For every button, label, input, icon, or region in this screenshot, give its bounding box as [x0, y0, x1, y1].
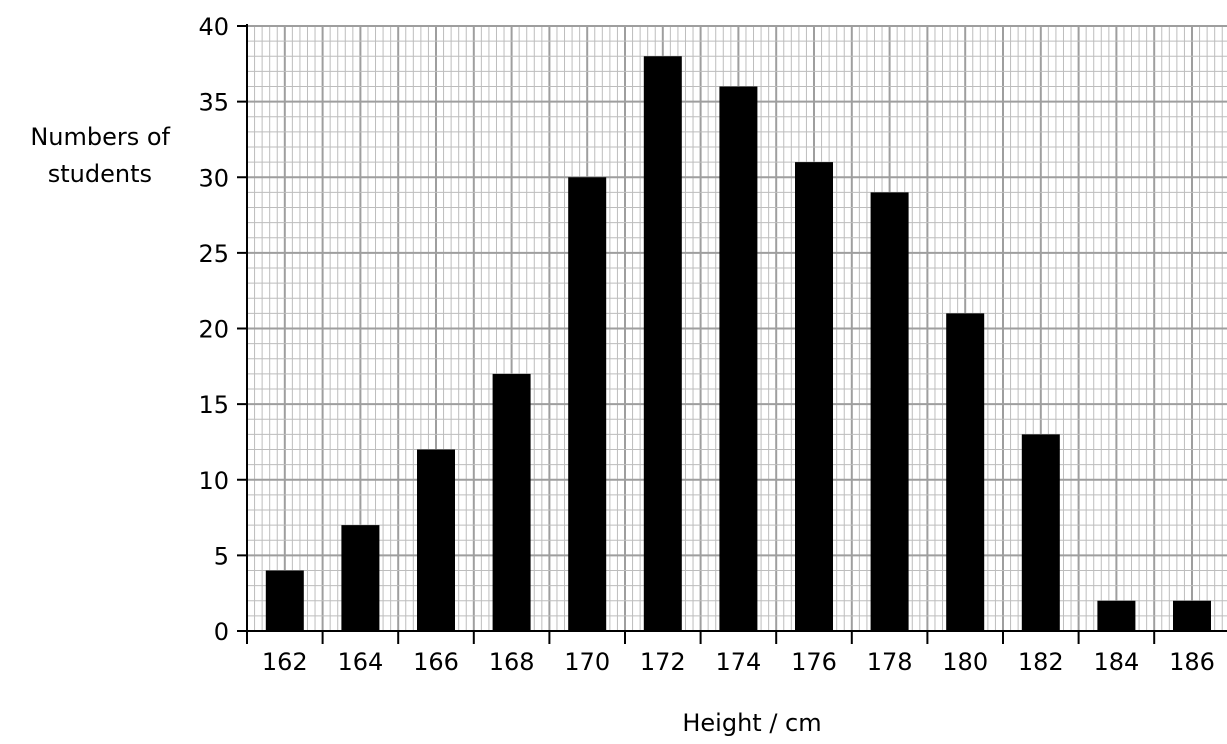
- x-tick-label-172: 172: [640, 648, 686, 676]
- y-tick-label-15: 15: [198, 391, 229, 419]
- x-tick-labels: 162 164 166 168 170 172 174 176 178 180 182 184 186: [262, 648, 1215, 676]
- y-axis-label-line-1: Numbers of: [30, 123, 170, 151]
- x-tick-label-186: 186: [1169, 648, 1215, 676]
- y-tick-label-40: 40: [198, 13, 229, 41]
- x-tick-label-184: 184: [1093, 648, 1139, 676]
- bar-178: [870, 192, 909, 631]
- y-tick-label-30: 30: [198, 164, 229, 192]
- y-tick-label-10: 10: [198, 467, 229, 495]
- y-tick-label-25: 25: [198, 240, 229, 268]
- x-tick-label-170: 170: [564, 648, 610, 676]
- axes: [237, 24, 1227, 644]
- bar-168: [492, 373, 531, 631]
- x-tick-label-180: 180: [942, 648, 988, 676]
- bar-186: [1173, 600, 1211, 631]
- bar-182: [1021, 434, 1060, 631]
- x-axis-label: Height / cm: [682, 709, 821, 737]
- bar-176: [795, 162, 833, 631]
- x-tick-label-178: 178: [867, 648, 913, 676]
- y-tick-labels: 0 5 10 15 20 25 30 35 40: [198, 13, 229, 646]
- bar-162: [265, 570, 304, 631]
- y-tick-label-0: 0: [214, 618, 229, 646]
- y-tick-label-35: 35: [198, 89, 229, 117]
- x-tick-label-168: 168: [489, 648, 535, 676]
- bar-170: [568, 177, 607, 631]
- bar-184: [1097, 600, 1136, 631]
- bar-174: [719, 86, 758, 631]
- x-tick-label-166: 166: [413, 648, 459, 676]
- y-axis-label-line-2: students: [48, 160, 152, 188]
- x-tick-label-176: 176: [791, 648, 837, 676]
- x-tick-label-164: 164: [337, 648, 383, 676]
- x-tick-label-182: 182: [1018, 648, 1064, 676]
- bars: [265, 56, 1211, 631]
- y-tick-label-5: 5: [214, 542, 229, 570]
- bar-164: [341, 525, 380, 631]
- bar-172: [643, 56, 682, 631]
- x-tick-label-162: 162: [262, 648, 308, 676]
- y-tick-label-20: 20: [198, 316, 229, 344]
- bar-180: [946, 313, 985, 631]
- bar-166: [417, 449, 455, 631]
- x-tick-label-174: 174: [715, 648, 761, 676]
